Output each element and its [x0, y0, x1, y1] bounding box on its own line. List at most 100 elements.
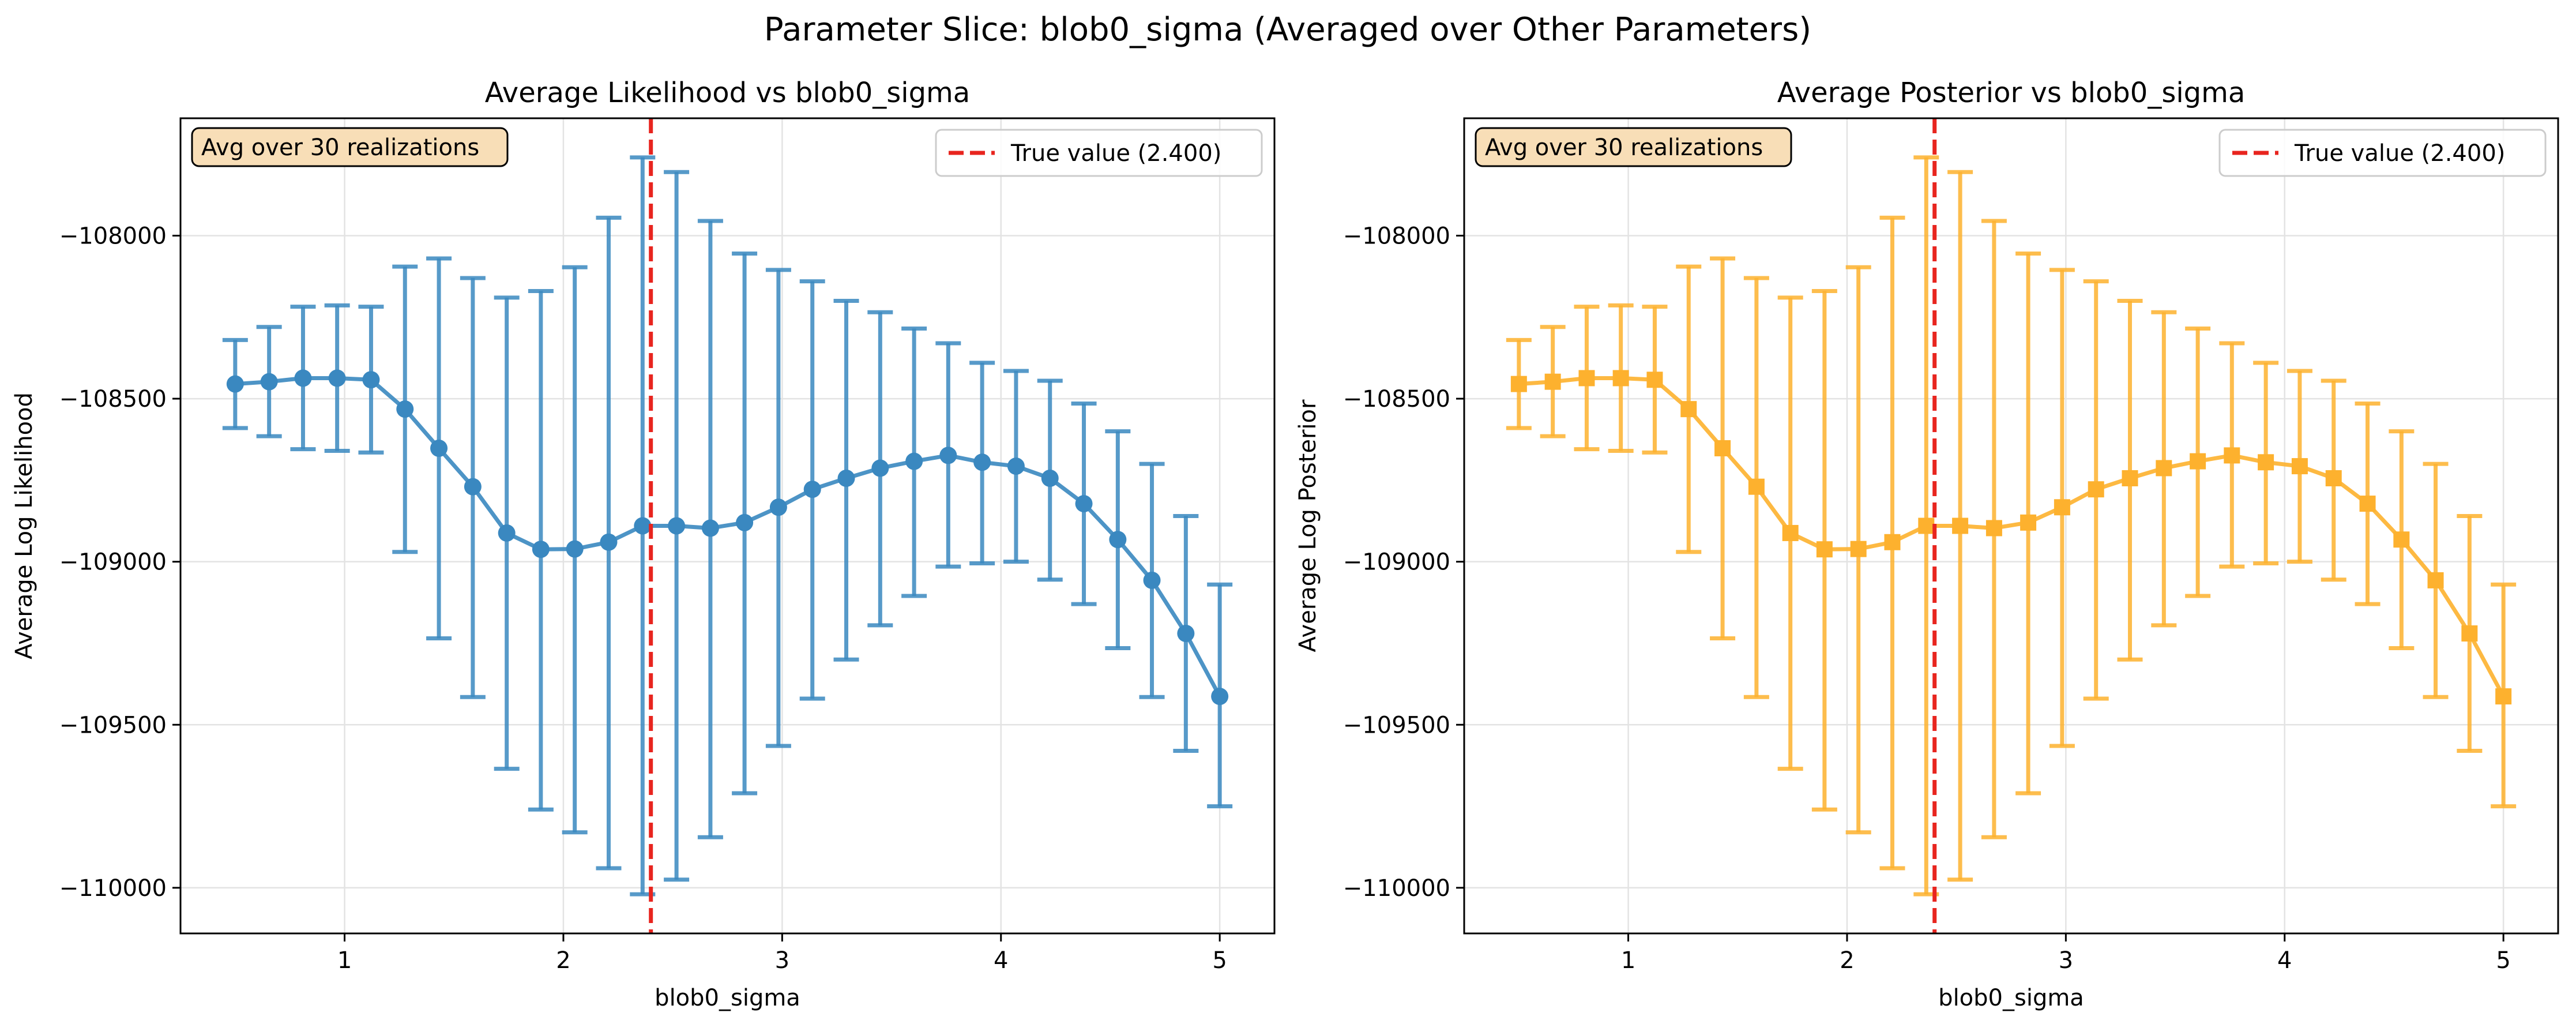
data-point — [532, 541, 550, 558]
data-point — [2427, 572, 2444, 588]
y-tick-label: −108500 — [59, 386, 167, 412]
data-point — [566, 540, 584, 558]
y-tick-label: −110000 — [59, 875, 167, 902]
data-point — [803, 481, 821, 498]
axes-frame — [179, 117, 1276, 935]
data-point — [668, 517, 686, 535]
data-point — [1544, 373, 1561, 390]
x-tick-label: 4 — [2277, 947, 2292, 974]
x-tick-label: 2 — [556, 947, 570, 974]
x-tick-label: 5 — [1212, 947, 1227, 974]
figure-suptitle: Parameter Slice: blob0_sigma (Averaged o… — [764, 11, 1811, 48]
data-point — [2359, 496, 2376, 512]
chart-title: Average Posterior vs blob0_sigma — [1777, 77, 2246, 109]
data-point — [701, 519, 719, 537]
data-point — [2224, 447, 2240, 464]
x-tick-label: 4 — [994, 947, 1008, 974]
data-point — [294, 369, 312, 387]
y-axis-label: Average Log Likelihood — [11, 392, 37, 659]
likelihood-panel: 1 2 3 4 5 −110000 −109500 −109000 −108500 −108000… — [11, 77, 1276, 1011]
x-axis-label: blob0_sigma — [655, 985, 800, 1011]
y-tick-label: −110000 — [1343, 875, 1450, 902]
data-point — [2088, 481, 2104, 498]
axes-frame — [1463, 117, 2559, 935]
data-point — [939, 447, 957, 464]
y-tick-label: −108500 — [1343, 386, 1450, 412]
data-point — [226, 375, 244, 393]
legend-box — [2218, 129, 2547, 177]
data-point — [905, 452, 923, 470]
data-point — [2190, 453, 2206, 470]
data-point — [1985, 520, 2002, 537]
data-point — [464, 478, 482, 496]
data-point — [2258, 454, 2274, 471]
data-point — [1782, 524, 1799, 541]
posterior-panel: 1 2 3 4 5 −110000 −109500 −109000 −108500 −108000… — [1295, 77, 2559, 1011]
data-point — [2325, 470, 2342, 486]
data-point — [1850, 541, 1867, 557]
data-point — [1109, 531, 1127, 549]
data-point — [634, 517, 652, 535]
data-point — [1177, 625, 1195, 643]
data-point — [871, 459, 889, 477]
chart-title: Average Likelihood vs blob0_sigma — [485, 77, 970, 109]
y-tick-label: −109500 — [59, 712, 167, 738]
y-tick-label: −108000 — [1343, 223, 1450, 249]
data-point — [328, 369, 346, 387]
data-point — [2393, 531, 2410, 548]
data-point — [2461, 625, 2478, 642]
x-tick-label: 1 — [337, 947, 352, 974]
annotation-text: Avg over 30 realizations — [201, 134, 479, 161]
data-point — [1612, 370, 1629, 387]
data-point — [1578, 370, 1595, 387]
legend-label: True value (2.400) — [1010, 140, 1221, 167]
data-point — [498, 524, 516, 542]
data-point — [1816, 541, 1833, 558]
data-point — [1952, 517, 1969, 534]
y-tick-label: −109500 — [1343, 712, 1450, 738]
x-tick-label: 3 — [2059, 947, 2073, 974]
data-point — [1211, 688, 1229, 706]
x-axis-label: blob0_sigma — [1938, 985, 2084, 1011]
y-tick-label: −109000 — [1343, 549, 1450, 576]
data-point — [1143, 571, 1161, 589]
data-point — [1075, 495, 1093, 513]
data-point — [2495, 688, 2512, 705]
data-point — [1646, 372, 1663, 388]
annotation-box — [191, 127, 509, 167]
y-tick-label: −108000 — [59, 223, 167, 249]
x-tick-label: 1 — [1621, 947, 1635, 974]
x-tick-label: 3 — [775, 947, 789, 974]
data-point — [1510, 376, 1527, 392]
y-tick-label: −109000 — [59, 549, 167, 576]
y-axis-label: Average Log Posterior — [1295, 399, 1321, 652]
legend-box — [935, 129, 1263, 177]
data-point — [396, 400, 414, 418]
data-point — [2054, 499, 2070, 516]
annotation-text: Avg over 30 realizations — [1485, 134, 1763, 161]
data-point — [2122, 470, 2138, 486]
data-point — [260, 373, 278, 391]
data-point — [837, 469, 855, 487]
data-point — [1748, 478, 1765, 495]
data-point — [736, 513, 754, 531]
data-point — [973, 453, 991, 471]
data-point — [2291, 458, 2308, 475]
data-point — [2156, 460, 2172, 477]
x-tick-label: 2 — [1840, 947, 1854, 974]
x-tick-label: 5 — [2496, 947, 2510, 974]
data-point — [362, 371, 380, 389]
data-point — [600, 533, 618, 551]
annotation-box — [1475, 127, 1792, 167]
data-point — [2020, 514, 2037, 531]
data-point — [1918, 517, 1935, 534]
data-point — [1041, 469, 1059, 487]
data-point — [1884, 534, 1901, 550]
data-point — [1007, 457, 1025, 475]
data-point — [1714, 440, 1731, 456]
data-point — [769, 498, 787, 516]
data-point — [1680, 401, 1697, 418]
legend-label: True value (2.400) — [2294, 140, 2505, 167]
